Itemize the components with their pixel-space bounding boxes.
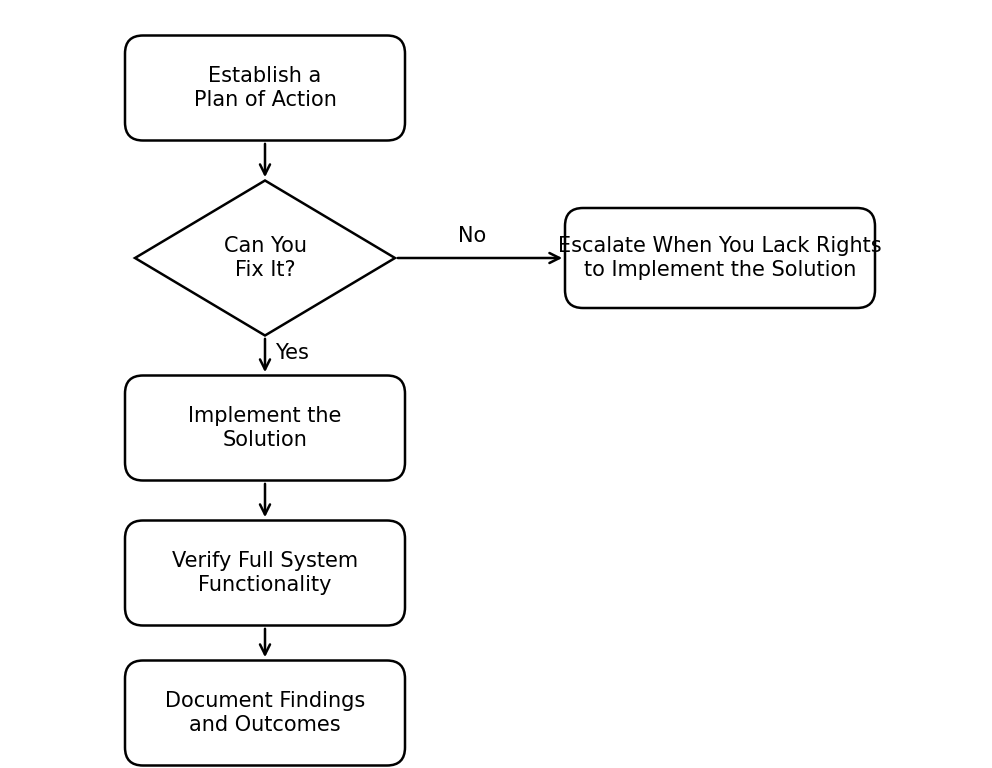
Text: Establish a
Plan of Action: Establish a Plan of Action (193, 66, 336, 110)
FancyBboxPatch shape (125, 521, 405, 625)
Text: No: No (458, 226, 486, 246)
Text: Implement the
Solution: Implement the Solution (188, 406, 341, 449)
FancyBboxPatch shape (125, 376, 405, 481)
Polygon shape (135, 180, 395, 336)
FancyBboxPatch shape (565, 208, 875, 308)
Text: Document Findings
and Outcomes: Document Findings and Outcomes (165, 691, 365, 735)
Text: Yes: Yes (275, 343, 309, 363)
FancyBboxPatch shape (125, 660, 405, 766)
Text: Can You
Fix It?: Can You Fix It? (223, 237, 307, 280)
Text: Escalate When You Lack Rights
to Implement the Solution: Escalate When You Lack Rights to Impleme… (558, 237, 882, 280)
FancyBboxPatch shape (125, 35, 405, 141)
Text: Verify Full System
Functionality: Verify Full System Functionality (172, 551, 358, 594)
